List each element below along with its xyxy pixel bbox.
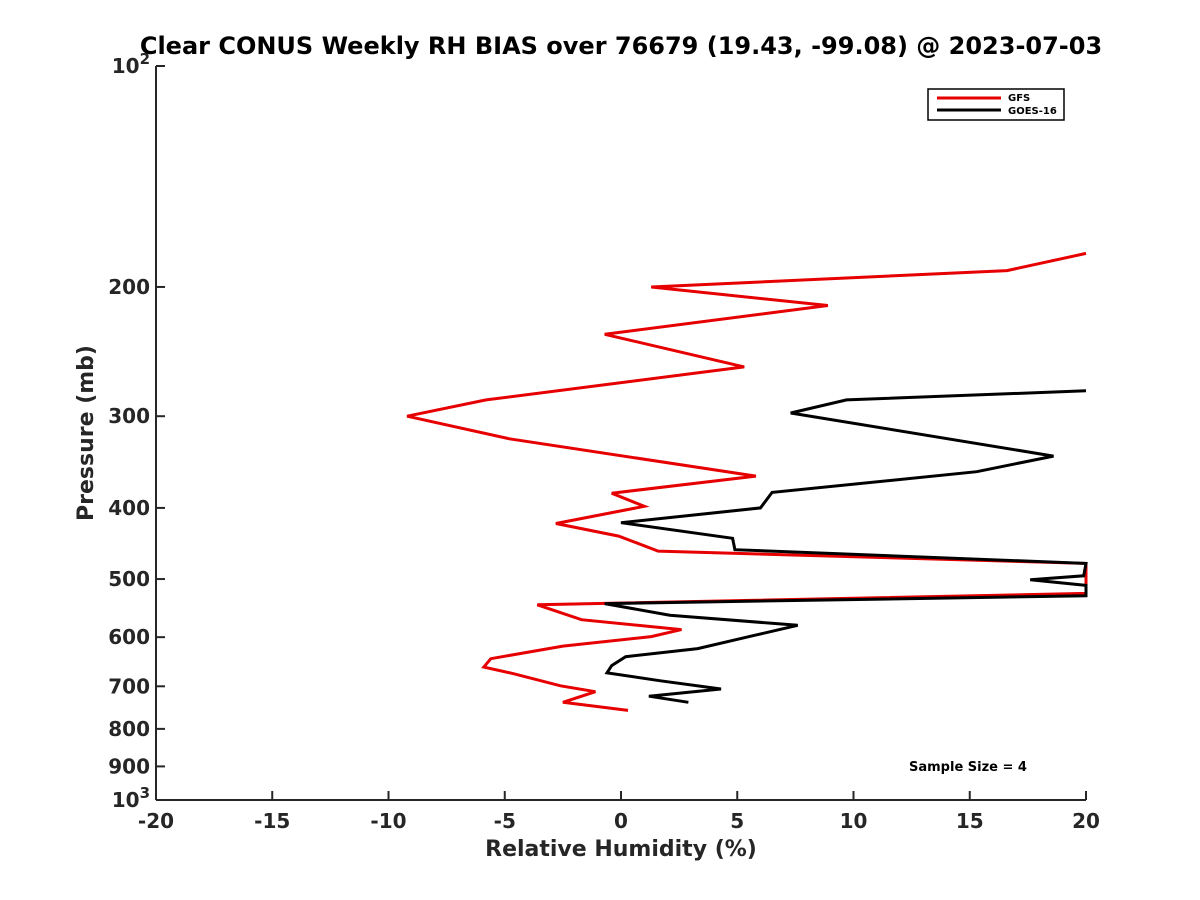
sample-size-annotation: Sample Size = 4 xyxy=(909,760,1027,775)
x-tick-label: 5 xyxy=(730,809,744,833)
x-tick-label: 15 xyxy=(956,809,984,833)
y-tick-label-power: 102 xyxy=(112,50,150,78)
plot-area: -20 -15 -10 -5 0 5 10 15 20 102 200 300 400 500 600 70… xyxy=(108,50,1100,833)
series-line-gfs xyxy=(406,251,1088,712)
x-tick-label: -10 xyxy=(370,809,406,833)
chart-title: Clear CONUS Weekly RH BIAS over 76679 (1… xyxy=(140,32,1102,60)
y-axis-ticks: 102 200 300 400 500 600 700 800 900 103 xyxy=(108,50,165,812)
legend-label-gfs: GFS xyxy=(1008,93,1030,104)
x-tick-label: 10 xyxy=(840,809,868,833)
y-tick-label: 500 xyxy=(108,567,150,591)
y-tick-label: 600 xyxy=(108,625,150,649)
y-tick-label: 400 xyxy=(108,496,150,520)
y-tick-label: 700 xyxy=(108,674,150,698)
legend-box xyxy=(927,88,1065,121)
x-tick-label: 0 xyxy=(614,809,628,833)
y-tick-label: 900 xyxy=(108,754,150,778)
plot-background xyxy=(156,66,1086,800)
x-tick-label: -20 xyxy=(138,809,174,833)
y-tick-label-power: 103 xyxy=(112,784,150,812)
series-layer xyxy=(406,251,1088,712)
y-tick-label: 300 xyxy=(108,404,150,428)
x-tick-label: 20 xyxy=(1072,809,1100,833)
series-line-goes16 xyxy=(604,389,1088,704)
legend-label-goes16: GOES-16 xyxy=(1008,106,1057,117)
y-tick-label: 200 xyxy=(108,275,150,299)
x-axis-ticks: -20 -15 -10 -5 0 5 10 15 20 xyxy=(138,791,1100,833)
x-tick-label: -5 xyxy=(494,809,516,833)
legend: GFS GOES-16 xyxy=(927,88,1065,121)
x-axis-label: Relative Humidity (%) xyxy=(485,837,757,862)
x-tick-label: -15 xyxy=(254,809,290,833)
y-tick-label: 800 xyxy=(108,717,150,741)
y-axis-label: Pressure (mb) xyxy=(74,345,99,521)
